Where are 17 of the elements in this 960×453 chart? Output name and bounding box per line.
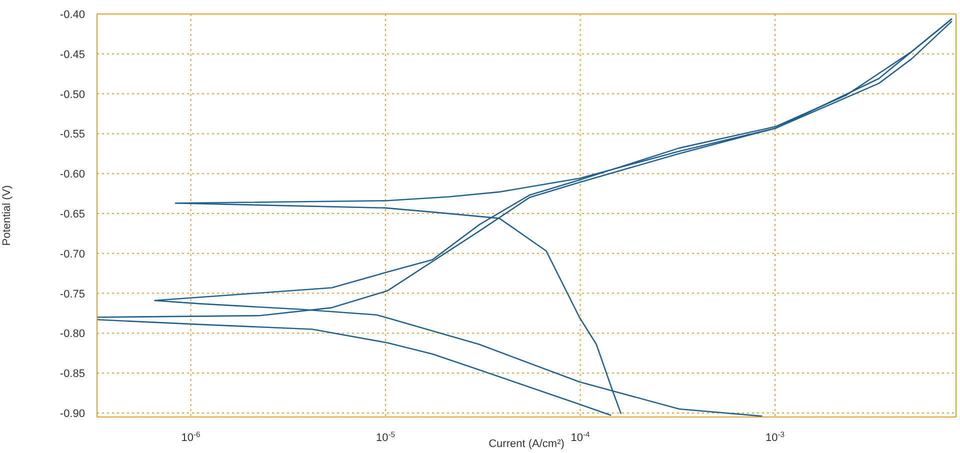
x-tick-label: 10$^{-5}$	[376, 430, 396, 444]
y-tick-label: -0.40	[60, 9, 85, 21]
y-tick-label: -0.60	[60, 168, 85, 181]
y-axis-title: Potential (V)	[0, 185, 13, 246]
y-tick-label: -0.50	[60, 88, 85, 101]
y-tick-label: -0.70	[60, 248, 85, 260]
y-tick-label: -0.45	[60, 48, 85, 61]
x-tick-label: 10$^{-4}$	[570, 430, 591, 444]
y-tick-label: -0.65	[60, 208, 85, 221]
x-axis-title: Current (A/cm²)	[488, 438, 564, 450]
x-tick-label: 10$^{-6}$	[181, 430, 200, 444]
x-tick-label: 10$^{-3}$	[765, 430, 785, 444]
y-tick-label: -0.90	[60, 408, 85, 420]
y-tick-label: -0.55	[60, 128, 85, 141]
y-tick-label: -0.75	[60, 288, 85, 300]
y-tick-label: -0.85	[60, 368, 85, 380]
y-tick-label: -0.80	[60, 328, 85, 340]
